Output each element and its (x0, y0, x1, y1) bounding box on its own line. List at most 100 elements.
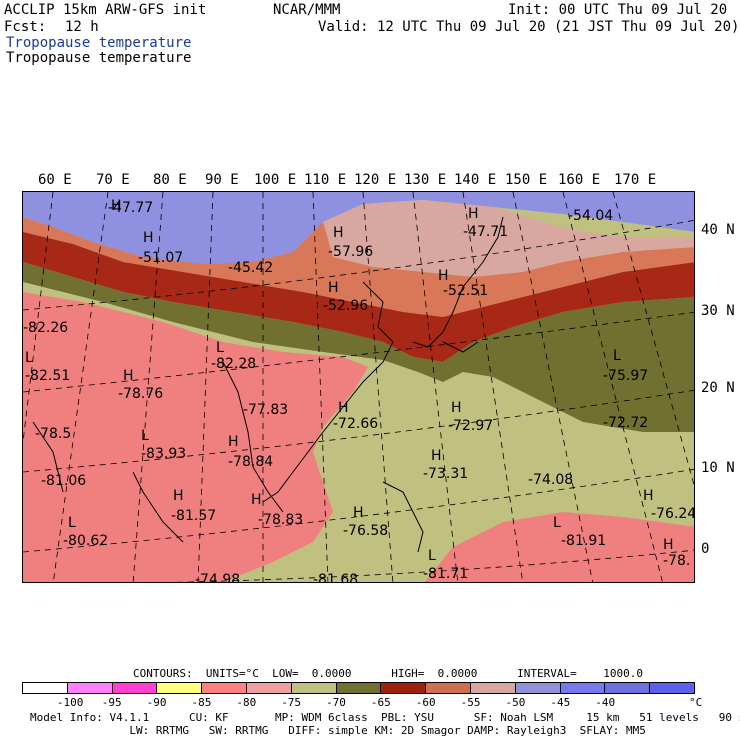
color-swatch (560, 683, 606, 693)
lon-label: 150 E (505, 172, 548, 188)
contours-info: CONTOURS: UNITS=°C LOW= 0.0000 HIGH= 0.0… (133, 667, 643, 680)
valid-time: Valid: 12 UTC Thu 09 Jul 20 (21 JST Thu … (318, 19, 740, 35)
label-value: -78.5 (35, 426, 71, 442)
lon-label: 110 E (304, 172, 347, 188)
label-value: -47.77 (108, 200, 153, 216)
label-value: -78.84 (228, 454, 273, 470)
label-value: -74.98 (195, 572, 240, 583)
label-mark: L (613, 348, 621, 364)
map-canvas: H -47.77 H -51.07 -45.42 H -57.96 H -47.… (23, 192, 694, 583)
band-salmon-south (424, 512, 694, 582)
label-value: -78. (663, 553, 690, 569)
color-legend-tick: -50 (505, 696, 526, 709)
label-mark: L (428, 548, 436, 564)
lon-label: 160 E (558, 172, 601, 188)
color-swatch (381, 683, 427, 693)
label-value: -47.71 (463, 224, 508, 240)
label-value: -82.28 (211, 356, 256, 372)
label-value: -82.51 (25, 368, 70, 384)
color-legend-tick: -85 (191, 696, 212, 709)
label-value: -81.06 (41, 473, 86, 489)
color-legend-tick: -65 (370, 696, 391, 709)
label-mark: H (328, 280, 339, 296)
label-mark: L (68, 515, 76, 531)
label-value: -72.97 (448, 418, 493, 434)
color-legend-tick: -100 (56, 696, 84, 709)
label-mark: L (553, 515, 561, 531)
band-olive (23, 262, 694, 432)
label-mark: H (338, 400, 349, 416)
lon-label: 60 E (38, 172, 72, 188)
label-value: -57.96 (328, 244, 373, 260)
color-swatch (246, 683, 292, 693)
svg-text:H: H (111, 198, 122, 214)
label-value: -72.72 (603, 415, 648, 431)
color-legend-tick: -75 (281, 696, 302, 709)
label-value: -75.97 (603, 368, 648, 384)
color-legend-bar (22, 682, 695, 694)
label-value: -76.58 (343, 523, 388, 539)
label-value: -54.04 (568, 208, 613, 224)
color-swatch (605, 683, 651, 693)
field-title-blue: Tropopause temperature (6, 35, 192, 51)
forecast-label: Fcst: (4, 19, 47, 35)
color-swatch (291, 683, 337, 693)
color-legend-tick: -55 (460, 696, 481, 709)
color-legend-tick: -80 (236, 696, 257, 709)
label-mark: H (451, 400, 462, 416)
lon-label: 120 E (354, 172, 397, 188)
label-mark: H (431, 448, 442, 464)
label-mark: H (143, 230, 154, 246)
color-swatch (336, 683, 382, 693)
color-swatch (470, 683, 516, 693)
label-mark: H (228, 434, 239, 450)
lon-label: 170 E (614, 172, 657, 188)
label-value: -52.96 (323, 298, 368, 314)
lon-label: 100 E (254, 172, 297, 188)
model-title: ACCLIP 15km ARW-GFS init (4, 2, 207, 18)
extrema-labels: H -47.77 H -51.07 -45.42 H -57.96 H -47.… (23, 198, 694, 583)
label-value: -78.76 (118, 386, 163, 402)
lon-label: 140 E (454, 172, 497, 188)
lon-label: 80 E (153, 172, 187, 188)
lat-label: 10 N (701, 460, 735, 476)
color-legend-unit: °C (689, 696, 703, 709)
band-orange (23, 217, 694, 317)
init-time: Init: 00 UTC Thu 09 Jul 20 (508, 2, 728, 18)
label-value: -80.62 (63, 533, 108, 549)
label-value: -45.42 (228, 260, 273, 276)
label-value: -72.66 (333, 416, 378, 432)
label-value: -52.51 (443, 283, 488, 299)
lat-label: 0 (701, 541, 710, 557)
label-mark: H (173, 488, 184, 504)
color-swatch (650, 683, 694, 693)
label-value: -81.91 (561, 533, 606, 549)
color-legend-tick: -95 (101, 696, 122, 709)
color-legend-tick: -70 (326, 696, 346, 709)
lon-label: 90 E (205, 172, 239, 188)
label-value: -83.93 (141, 446, 186, 462)
label-mark: H (643, 488, 654, 504)
label-mark: H (333, 225, 344, 241)
color-legend-tick: -90 (146, 696, 167, 709)
label-mark: H (663, 537, 674, 553)
org-label: NCAR/MMM (273, 2, 341, 18)
label-mark: H (438, 268, 449, 284)
color-legend-tick: -45 (550, 696, 571, 709)
forecast-value: 12 h (65, 19, 99, 35)
coastlines (32, 216, 504, 553)
lat-label: 20 N (701, 380, 735, 396)
label-mark: L (216, 340, 224, 356)
label-mark: H (468, 206, 479, 222)
color-swatch (426, 683, 471, 693)
label-mark: L (141, 428, 149, 444)
lon-label: 130 E (404, 172, 447, 188)
color-swatch (23, 683, 68, 693)
label-value: -73.31 (423, 466, 468, 482)
lon-label: 70 E (96, 172, 130, 188)
band-blue (23, 192, 694, 264)
label-value: -81.68 (313, 572, 358, 583)
color-swatch (515, 683, 561, 693)
lat-label: 40 N (701, 222, 735, 238)
color-swatch (112, 683, 158, 693)
